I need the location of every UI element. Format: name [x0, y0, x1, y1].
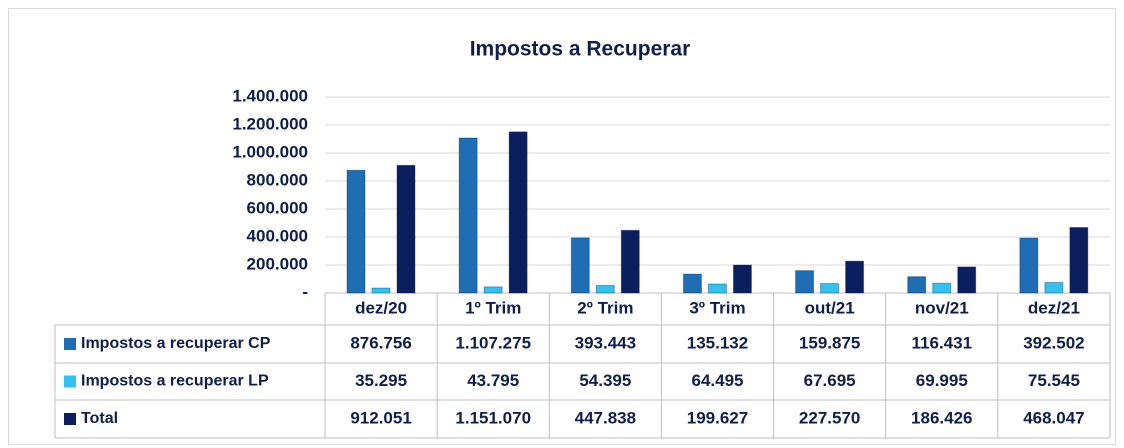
bar — [682, 273, 702, 294]
table-value: 75.545 — [1028, 371, 1080, 390]
table-value: 116.431 — [912, 333, 973, 352]
legend-key — [64, 338, 76, 350]
table-value: 159.875 — [799, 333, 860, 352]
table-value: 392.502 — [1023, 333, 1084, 352]
legend-label: Impostos a recuperar LP — [81, 373, 269, 390]
bar — [595, 284, 615, 294]
y-tick-label: 400.000 — [247, 226, 308, 245]
table-value: 67.695 — [804, 371, 856, 390]
table-value: 69.995 — [916, 371, 968, 390]
bar — [707, 283, 727, 294]
table-value: 186.426 — [911, 408, 972, 427]
bar — [570, 237, 590, 294]
table-value: 199.627 — [687, 408, 748, 427]
table-value: 35.295 — [355, 371, 407, 390]
legend-label: Impostos a recuperar CP — [81, 335, 271, 352]
bar — [957, 266, 977, 294]
y-tick-label: 600.000 — [247, 198, 308, 217]
y-tick-label: 1.000.000 — [232, 142, 308, 161]
y-tick-label: - — [302, 282, 308, 301]
bar — [845, 260, 865, 294]
table-value: 43.795 — [467, 371, 519, 390]
x-tick-label: 1º Trim — [465, 298, 521, 317]
y-tick-label: 800.000 — [247, 170, 308, 189]
bar — [907, 276, 927, 294]
table-value: 227.570 — [799, 408, 860, 427]
table-value: 393.443 — [575, 333, 636, 352]
bar — [458, 137, 478, 294]
legend-label: Total — [81, 410, 118, 427]
chart-frame — [8, 8, 1116, 445]
bar — [820, 283, 840, 294]
x-tick-label: nov/21 — [915, 298, 969, 317]
bar — [620, 229, 640, 294]
bar — [795, 270, 815, 294]
table-value: 135.132 — [687, 333, 748, 352]
x-tick-label: dez/20 — [355, 298, 407, 317]
y-tick-label: 1.400.000 — [232, 86, 308, 105]
table-value: 1.107.275 — [455, 333, 531, 352]
table-value: 876.756 — [350, 333, 411, 352]
table-value: 912.051 — [350, 408, 411, 427]
table-value: 447.838 — [575, 408, 636, 427]
legend-key — [64, 413, 76, 425]
x-tick-label: out/21 — [805, 298, 855, 317]
x-tick-label: dez/21 — [1028, 298, 1080, 317]
bar — [732, 264, 752, 294]
legend-key — [64, 375, 76, 388]
table-value: 468.047 — [1023, 408, 1084, 427]
chart-title: Impostos a Recuperar — [470, 38, 691, 61]
bar — [483, 286, 503, 294]
table-value: 64.495 — [692, 371, 744, 390]
y-tick-label: 200.000 — [247, 254, 308, 273]
bar — [371, 287, 391, 294]
bar — [396, 164, 416, 294]
x-tick-label: 3º Trim — [689, 298, 745, 317]
bar — [932, 282, 952, 294]
bar — [1069, 226, 1089, 294]
x-tick-label: 2º Trim — [577, 298, 633, 317]
y-tick-label: 1.200.000 — [232, 114, 308, 133]
table-value: 54.395 — [579, 371, 631, 390]
bar — [508, 131, 528, 294]
table-value: 1.151.070 — [455, 408, 531, 427]
bar — [1044, 281, 1064, 294]
bar — [346, 169, 366, 294]
bar — [1019, 237, 1039, 294]
